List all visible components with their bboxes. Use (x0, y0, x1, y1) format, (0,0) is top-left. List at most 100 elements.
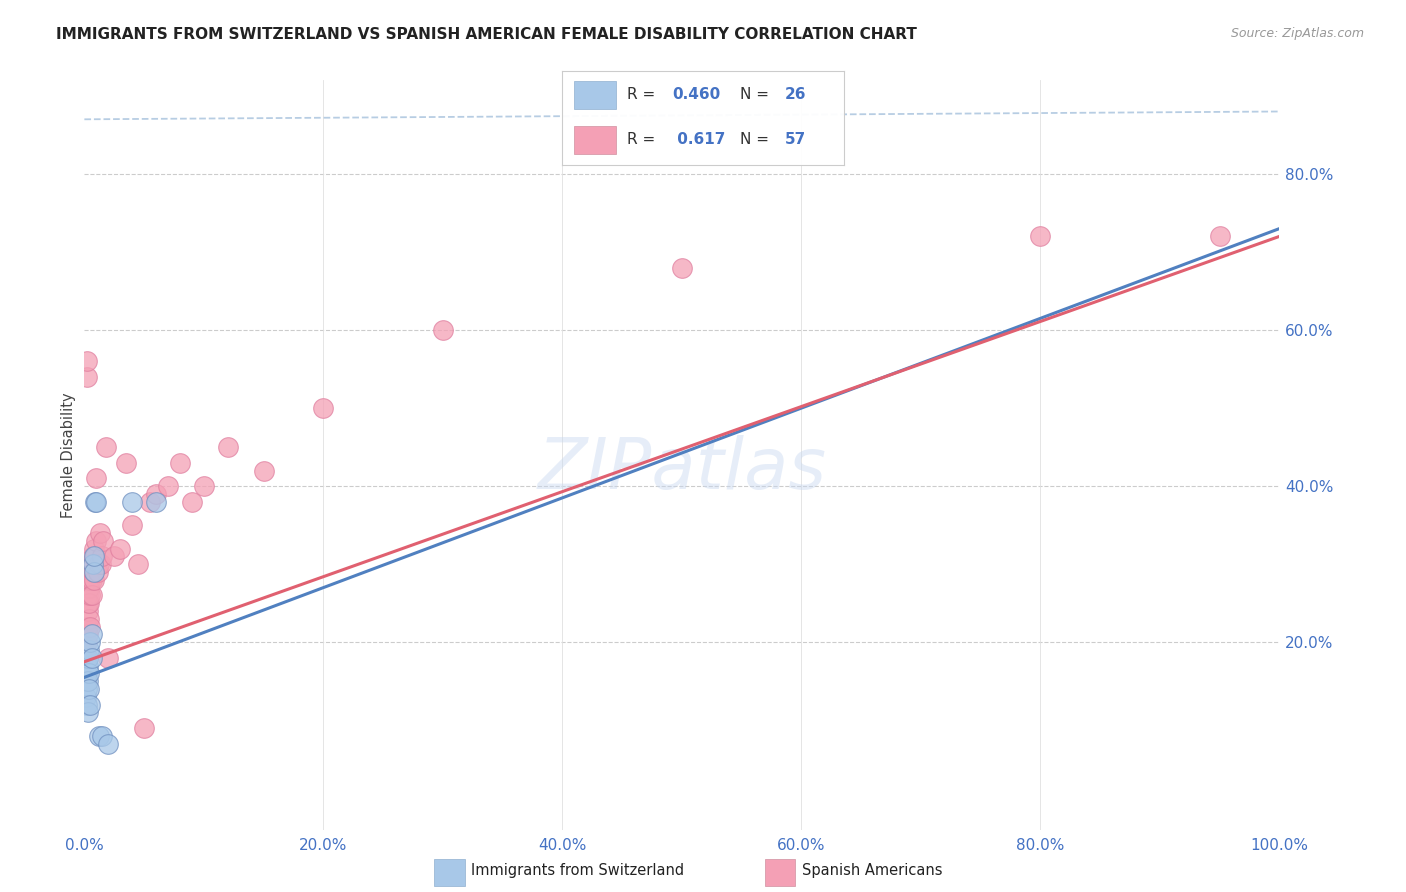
Bar (574, 126, 616, 153)
Point (121, 518, 143, 533)
Point (121, 494, 143, 508)
Point (76, 354, 98, 368)
Point (76, 682, 98, 697)
Point (93, 533, 115, 548)
Point (82, 565, 104, 579)
Text: Source: ZipAtlas.com: Source: ZipAtlas.com (1230, 27, 1364, 40)
Point (77, 643, 100, 657)
Point (253, 464, 276, 478)
Point (84, 549, 107, 564)
Text: Immigrants from Switzerland: Immigrants from Switzerland (471, 863, 685, 878)
Text: R =: R = (627, 87, 661, 103)
Point (97, 737, 120, 751)
Point (77, 573, 100, 587)
Point (127, 557, 149, 572)
Point (75, 651, 97, 665)
Point (77, 596, 100, 610)
Point (77, 666, 100, 681)
Point (80, 557, 103, 572)
Point (79, 557, 101, 572)
Text: Spanish Americans: Spanish Americans (801, 863, 942, 878)
Point (312, 401, 335, 416)
Text: 0.617: 0.617 (672, 132, 725, 147)
Bar (434, 859, 464, 886)
Point (77, 604, 100, 618)
Point (145, 487, 167, 501)
Text: 26: 26 (785, 87, 806, 103)
Bar (765, 859, 796, 886)
Point (77, 589, 100, 603)
Point (193, 479, 215, 493)
Point (87, 729, 110, 743)
Point (83, 565, 105, 579)
Point (82, 549, 104, 564)
Text: ZIPatlas: ZIPatlas (537, 435, 827, 504)
Point (75, 690, 97, 704)
Point (115, 456, 138, 470)
Text: 0.460: 0.460 (672, 87, 720, 103)
Point (80, 651, 103, 665)
Point (91, 729, 114, 743)
Point (86, 471, 108, 485)
Point (83, 549, 105, 564)
Point (103, 549, 125, 564)
Text: R =: R = (627, 132, 661, 147)
Point (80, 573, 103, 587)
Point (80, 589, 103, 603)
Bar (574, 81, 616, 109)
Point (84, 494, 107, 508)
Point (86, 533, 108, 548)
Point (157, 479, 180, 493)
Point (77, 706, 100, 720)
Point (94, 440, 117, 454)
Point (77, 651, 100, 665)
Point (217, 440, 239, 454)
Point (79, 589, 101, 603)
Point (83, 541, 105, 556)
Point (76, 666, 98, 681)
Point (77, 581, 100, 595)
Point (110, 541, 132, 556)
Text: N =: N = (740, 87, 773, 103)
Point (79, 573, 101, 587)
Point (80, 627, 103, 641)
Point (132, 721, 156, 735)
Point (82, 557, 104, 572)
Point (77, 620, 100, 634)
Point (145, 494, 167, 508)
Point (75, 635, 97, 649)
Point (75, 674, 97, 689)
Point (76, 620, 98, 634)
Point (90, 557, 112, 572)
Point (671, 260, 693, 275)
Point (87, 557, 110, 572)
Point (181, 494, 204, 508)
Point (77, 658, 100, 673)
Point (77, 596, 100, 610)
Point (1209, 229, 1232, 244)
Point (432, 323, 454, 337)
Text: 57: 57 (785, 132, 806, 147)
Text: IMMIGRANTS FROM SWITZERLAND VS SPANISH AMERICAN FEMALE DISABILITY CORRELATION CH: IMMIGRANTS FROM SWITZERLAND VS SPANISH A… (56, 27, 917, 42)
Point (79, 698, 101, 712)
Y-axis label: Female Disability: Female Disability (60, 392, 76, 517)
Point (77, 612, 100, 626)
Point (86, 494, 108, 508)
Point (76, 698, 98, 712)
Point (79, 635, 101, 649)
Point (169, 456, 191, 470)
Point (91, 549, 114, 564)
Point (97, 651, 120, 665)
Point (76, 369, 98, 384)
Point (1029, 229, 1052, 244)
Point (86, 565, 108, 579)
Text: N =: N = (740, 132, 773, 147)
Point (139, 494, 162, 508)
Point (75, 674, 97, 689)
Point (77, 682, 100, 697)
Point (83, 573, 105, 587)
Point (77, 627, 100, 641)
Point (77, 674, 100, 689)
Point (89, 526, 111, 541)
Point (76, 635, 98, 649)
